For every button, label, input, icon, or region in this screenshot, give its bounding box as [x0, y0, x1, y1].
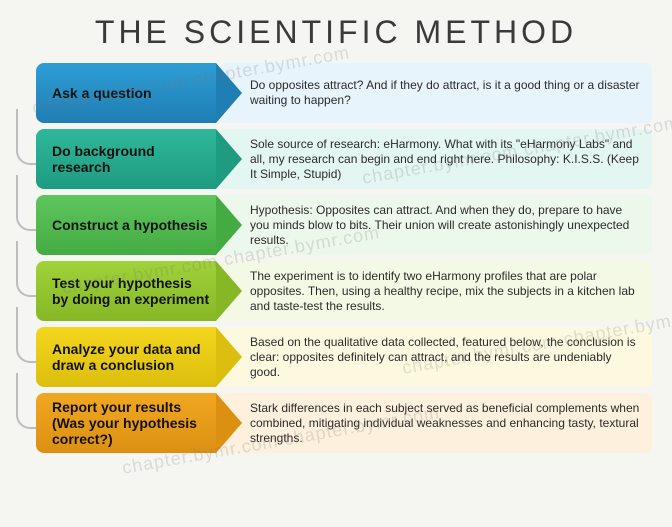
- step-label: Analyze your data and draw a conclusion: [36, 327, 216, 387]
- step-label: Test your hypothesis by doing an experim…: [36, 261, 216, 321]
- step-description: Sole source of research: eHarmony. What …: [220, 129, 652, 189]
- connector-line: [16, 307, 38, 363]
- step-description: The experiment is to identify two eHarmo…: [220, 261, 652, 321]
- step-arrow: Do background research: [36, 129, 242, 189]
- step-row: Do background researchSole source of res…: [36, 129, 652, 189]
- step-label: Construct a hypothesis: [36, 195, 216, 255]
- step-label: Do background research: [36, 129, 216, 189]
- step-description: Hypothesis: Opposites can attract. And w…: [220, 195, 652, 255]
- arrow-head-icon: [216, 63, 242, 123]
- arrow-head-icon: [216, 129, 242, 189]
- step-description: Based on the qualitative data collected,…: [220, 327, 652, 387]
- arrow-head-icon: [216, 261, 242, 321]
- connector-line: [16, 109, 38, 165]
- step-row: Analyze your data and draw a conclusionB…: [36, 327, 652, 387]
- step-row: Report your results (Was your hypothesis…: [36, 393, 652, 453]
- step-row: Construct a hypothesisHypothesis: Opposi…: [36, 195, 652, 255]
- connector-line: [16, 241, 38, 297]
- step-row: Test your hypothesis by doing an experim…: [36, 261, 652, 321]
- arrow-head-icon: [216, 327, 242, 387]
- step-arrow: Construct a hypothesis: [36, 195, 242, 255]
- step-arrow: Ask a question: [36, 63, 242, 123]
- step-label: Ask a question: [36, 63, 216, 123]
- arrow-head-icon: [216, 393, 242, 453]
- step-label: Report your results (Was your hypothesis…: [36, 393, 216, 453]
- step-row: Ask a questionDo opposites attract? And …: [36, 63, 652, 123]
- step-arrow: Report your results (Was your hypothesis…: [36, 393, 242, 453]
- arrow-head-icon: [216, 195, 242, 255]
- step-arrow: Analyze your data and draw a conclusion: [36, 327, 242, 387]
- connector-line: [16, 175, 38, 231]
- step-description: Do opposites attract? And if they do att…: [220, 63, 652, 123]
- step-description: Stark differences in each subject served…: [220, 393, 652, 453]
- steps-container: Ask a questionDo opposites attract? And …: [0, 59, 672, 453]
- step-arrow: Test your hypothesis by doing an experim…: [36, 261, 242, 321]
- page-title: THE SCIENTIFIC METHOD: [0, 0, 672, 59]
- connector-line: [16, 373, 38, 429]
